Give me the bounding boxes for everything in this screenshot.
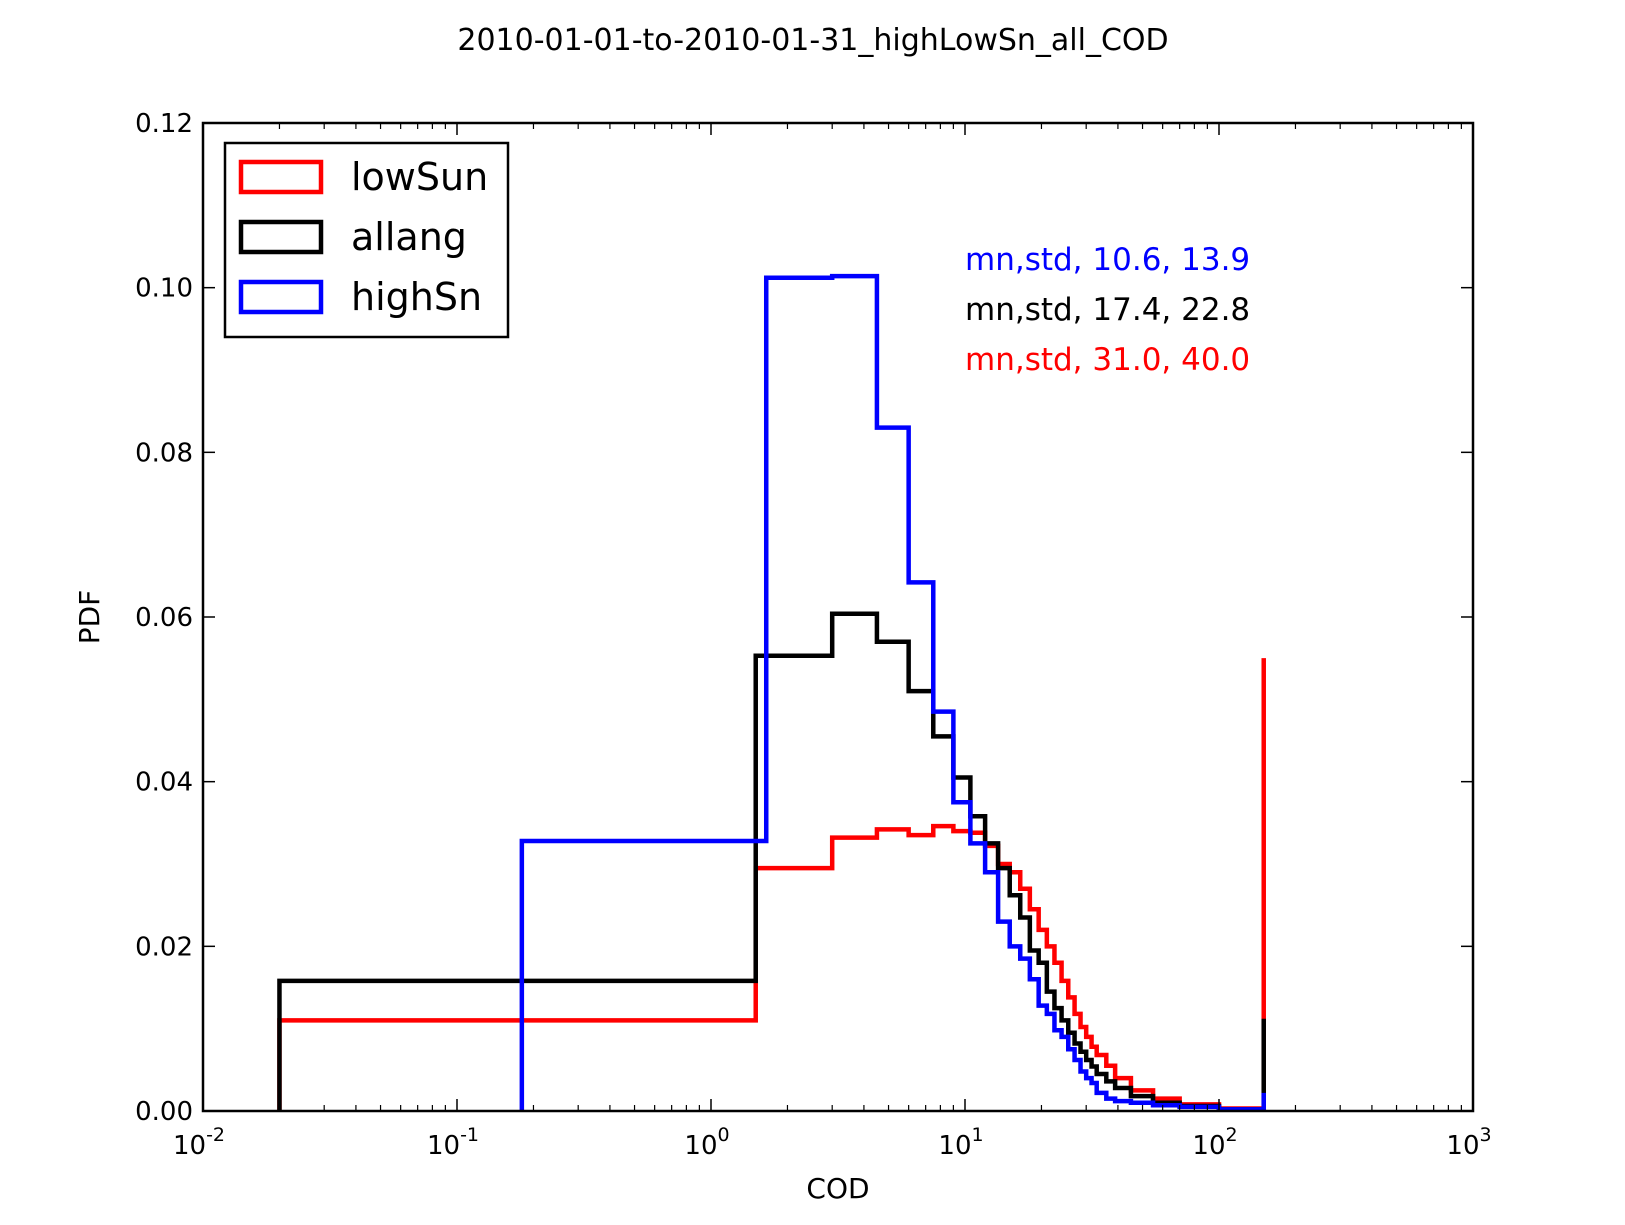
x-tick-label: 102 bbox=[1192, 1124, 1237, 1161]
x-axis-label: COD bbox=[806, 1172, 869, 1205]
stats-annotation-highSn: mn,std, 10.6, 13.9 bbox=[965, 242, 1250, 278]
y-tick-label: 0.08 bbox=[135, 438, 193, 468]
stats-annotation-allang: mn,std, 17.4, 22.8 bbox=[965, 292, 1250, 328]
series-allang-step bbox=[277, 611, 1266, 1112]
y-tick-label: 0.02 bbox=[135, 932, 193, 962]
plot-frame bbox=[201, 121, 1475, 1113]
chart-title: 2010-01-01-to-2010-01-31_highLowSn_all_C… bbox=[457, 23, 1168, 58]
y-tick-label: 0.12 bbox=[135, 109, 193, 139]
x-tick-labels: 10-2 10-1 100 101 102 103 bbox=[173, 1124, 1492, 1161]
legend-label-allang: allang bbox=[351, 215, 467, 259]
x-tick-label: 10-2 bbox=[173, 1124, 225, 1161]
legend-frame bbox=[223, 141, 510, 339]
legend-swatch-lowSun bbox=[238, 159, 324, 195]
x-tick-label: 103 bbox=[1446, 1124, 1491, 1161]
x-tick-label: 101 bbox=[938, 1124, 983, 1161]
legend-swatch-highSn bbox=[238, 279, 324, 315]
y-tick-label: 0.10 bbox=[135, 274, 193, 304]
y-tick-label: 0.06 bbox=[135, 603, 193, 633]
x-tick-label: 100 bbox=[684, 1124, 729, 1161]
y-tick-labels: 0.00 0.02 0.04 0.06 0.08 0.10 0.12 bbox=[135, 109, 193, 1127]
legend-label-lowSun: lowSun bbox=[351, 155, 488, 199]
x-tick-label: 10-1 bbox=[427, 1124, 479, 1161]
series-highSn-step bbox=[519, 273, 1266, 1112]
y-tick-label: 0.00 bbox=[135, 1097, 193, 1127]
legend: lowSun allang highSn bbox=[223, 141, 510, 339]
y-axis-label: PDF bbox=[73, 590, 106, 645]
legend-swatch-allang bbox=[238, 219, 324, 255]
y-tick-label: 0.04 bbox=[135, 768, 193, 798]
legend-label-highSn: highSn bbox=[351, 275, 482, 319]
stats-annotation-lowSun: mn,std, 31.0, 40.0 bbox=[965, 342, 1250, 378]
series-group bbox=[277, 273, 1266, 1112]
series-lowSun-step bbox=[277, 823, 1266, 1111]
stats-annotations: mn,std, 10.6, 13.9 mn,std, 17.4, 22.8 mn,s… bbox=[965, 242, 1250, 378]
